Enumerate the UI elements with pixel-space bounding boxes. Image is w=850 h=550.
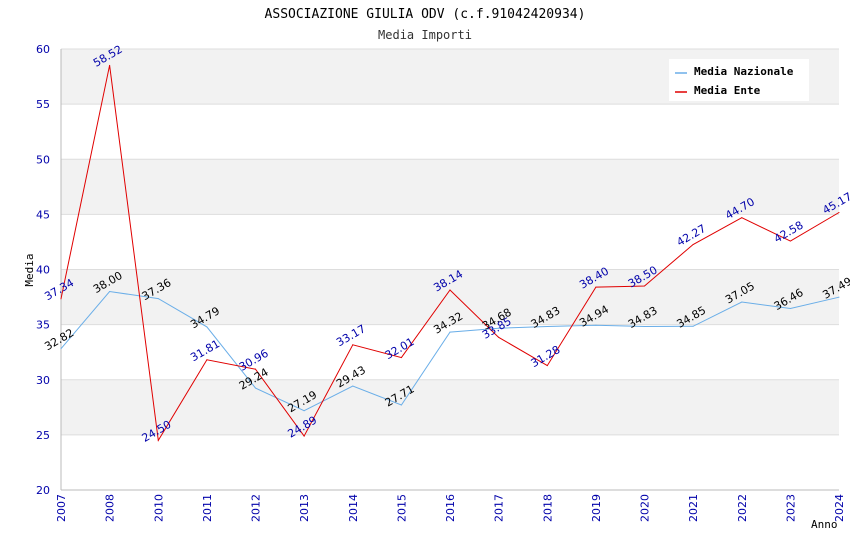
data-point [595,324,597,326]
data-point [352,344,354,346]
plot-background-bands [61,49,839,490]
legend-label-media-ente: Media Ente [694,84,761,97]
data-point [741,217,743,219]
data-point [400,404,402,406]
data-point [206,326,208,328]
data-point [789,240,791,242]
x-tick-label: 2010 [152,494,165,522]
series-lines [60,64,840,442]
data-point [838,296,840,298]
x-tick-label: 2019 [590,494,603,522]
y-tick-label: 60 [36,43,50,56]
axes [60,49,839,491]
x-tick-label: 2012 [250,494,263,522]
x-tick-label: 2011 [201,494,214,522]
y-tick-label: 55 [36,98,50,111]
data-point [838,212,840,214]
plot-band [61,324,839,380]
data-point [595,286,597,288]
data-point [546,325,548,327]
data-point [206,359,208,361]
data-point [352,385,354,387]
data-point [449,289,451,291]
data-point [109,64,111,66]
data-point [60,348,62,350]
y-tick-label: 45 [36,208,50,221]
legend: Media Nazionale Media Ente [669,59,809,101]
x-tick-label: 2020 [639,494,652,522]
y-axis-label: Media [23,253,36,286]
data-point [692,243,694,245]
plot-band [61,379,839,435]
data-point [157,439,159,441]
data-point [789,308,791,310]
x-tick-label: 2023 [784,494,797,522]
legend-label-media-nazionale: Media Nazionale [694,65,794,78]
x-tick-labels: 2007 2008 2010 2011 2012 2013 2014 2015 2016 2017… [55,494,846,522]
data-point [498,327,500,329]
chart-subtitle: Media Importi [378,28,472,42]
data-point [157,298,159,300]
y-tick-label: 30 [36,374,50,387]
data-point [303,410,305,412]
y-tick-label: 20 [36,484,50,497]
x-tick-label: 2018 [541,494,554,522]
data-point [692,325,694,327]
data-point [546,365,548,367]
data-point [449,331,451,333]
x-axis-label: Anno [811,518,838,531]
data-point [644,325,645,327]
data-point [109,291,111,293]
y-tick-label: 40 [36,264,50,277]
y-tick-labels: 20 25 30 35 40 45 50 55 60 [36,43,50,497]
data-point [644,285,645,287]
x-tick-label: 2017 [493,494,506,522]
data-point [60,298,62,300]
plot-band [61,104,839,160]
data-point [741,301,743,303]
y-tick-label: 50 [36,153,50,166]
x-tick-label: 2008 [104,494,117,522]
chart-title: ASSOCIAZIONE GIULIA ODV (c.f.91042420934… [265,7,586,22]
plot-band [61,214,839,270]
x-tick-label: 2024 [833,494,846,522]
data-point [498,336,500,338]
plot-band [61,434,839,490]
data-point [303,435,305,437]
data-point [255,387,256,389]
plot-band [61,159,839,215]
x-tick-label: 2022 [736,494,749,522]
x-tick-label: 2016 [444,494,457,522]
data-point [255,368,256,370]
data-point [400,357,402,359]
x-tick-label: 2014 [347,494,360,522]
x-tick-label: 2007 [55,494,68,522]
y-tick-label: 35 [36,319,50,332]
legend-box [669,59,809,101]
x-tick-label: 2021 [687,494,700,522]
x-tick-label: 2015 [395,494,408,522]
y-tick-label: 25 [36,429,50,442]
x-tick-label: 2013 [298,494,311,522]
plot-band [61,269,839,325]
